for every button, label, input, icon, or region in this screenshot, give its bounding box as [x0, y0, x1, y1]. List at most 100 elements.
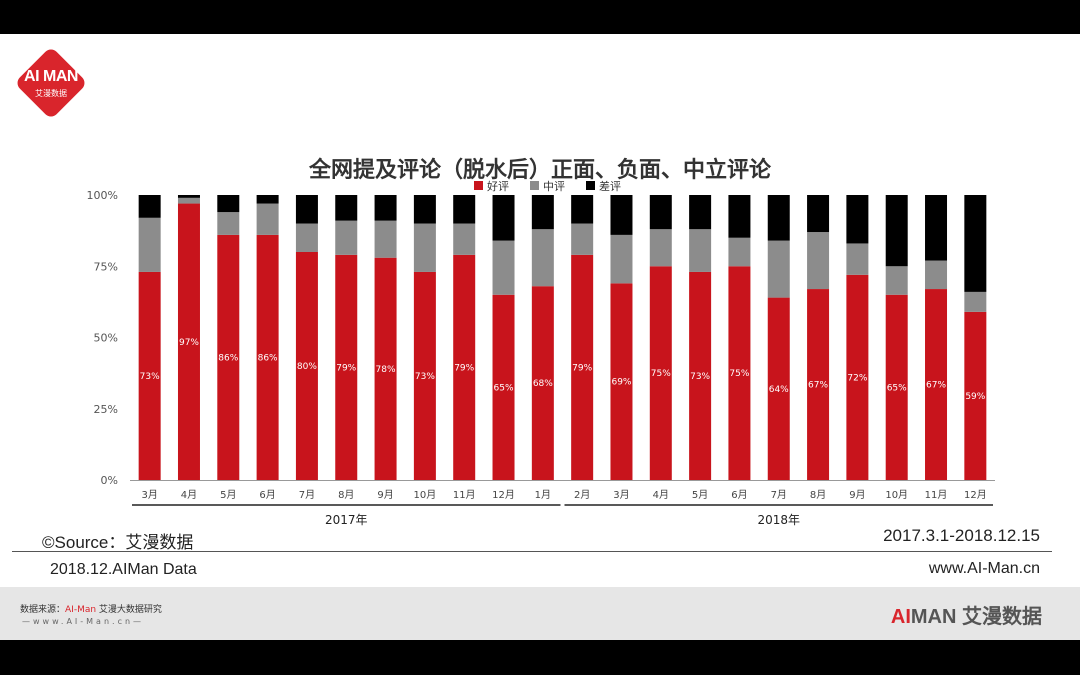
x-tick-label: 9月 — [377, 489, 393, 501]
legend-label-0: 好评 — [487, 179, 509, 193]
x-tick-label: 1月 — [535, 489, 551, 501]
x-tick-label: 5月 — [220, 489, 236, 501]
logo-text: AI MAN — [24, 68, 78, 85]
bar-segment-2 — [335, 195, 358, 221]
bar-segment-1 — [610, 234, 633, 284]
bar-segment-0 — [335, 254, 358, 480]
bar-segment-2 — [177, 195, 200, 198]
bar-segment-2 — [138, 195, 161, 218]
bar-segment-1 — [413, 223, 436, 272]
footer-brand-ai: AI — [890, 606, 911, 628]
bar-segment-1 — [925, 260, 948, 290]
bar-segment-0 — [610, 283, 633, 480]
bar-segment-2 — [531, 195, 554, 230]
data-label: 64% — [769, 385, 789, 395]
data-label: 69% — [611, 378, 631, 388]
bar-segment-0 — [728, 266, 751, 480]
bar-segment-0 — [453, 254, 476, 480]
bar-segment-1 — [138, 217, 161, 272]
footer-source: 数据来源：AI-Man 艾漫大数据研究 — [20, 602, 162, 615]
bar-segment-2 — [413, 195, 436, 224]
bar-segment-0 — [846, 274, 869, 480]
data-credit: 2018.12.AIMan Data — [50, 561, 197, 578]
footer-url: —www.AI-Man.cn— — [22, 617, 145, 626]
bar-segment-0 — [807, 289, 830, 480]
bar-segment-2 — [728, 195, 751, 238]
bar-segment-2 — [925, 195, 948, 261]
y-tick-label: 0% — [101, 474, 118, 487]
bar-segment-1 — [885, 266, 908, 295]
x-tick-label: 8月 — [810, 489, 826, 501]
bar-segment-1 — [374, 220, 397, 258]
bar-segment-0 — [256, 234, 279, 480]
bar-segment-0 — [649, 266, 672, 480]
website-link[interactable]: www.AI-Man.cn — [928, 560, 1040, 577]
data-label: 79% — [336, 363, 356, 373]
footer-brand-man: MAN — [910, 606, 957, 628]
date-range: 2017.3.1-2018.12.15 — [883, 526, 1040, 545]
legend-swatch-2 — [586, 181, 595, 190]
bar-segment-0 — [138, 271, 161, 480]
x-tick-label: 6月 — [731, 489, 747, 501]
bar-segment-0 — [295, 252, 318, 480]
bar-segment-0 — [492, 294, 515, 480]
bar-segment-1 — [649, 229, 672, 267]
bar-segment-2 — [767, 195, 790, 241]
bar-segment-1 — [217, 212, 240, 235]
bar-segment-1 — [689, 229, 712, 272]
data-label: 75% — [729, 369, 749, 379]
bar-segment-1 — [964, 291, 987, 312]
data-label: 86% — [258, 353, 278, 363]
x-tick-label: 9月 — [849, 489, 865, 501]
data-label: 72% — [847, 373, 867, 383]
legend-label-1: 中评 — [543, 180, 565, 193]
bar-segment-2 — [492, 195, 515, 241]
x-tick-label: 5月 — [692, 489, 708, 501]
footer-source-prefix: 数据来源： — [20, 605, 66, 615]
bar-segment-2 — [689, 195, 712, 230]
bar-segment-1 — [453, 223, 476, 255]
source-label: ©Source：艾漫数据 — [42, 533, 194, 552]
bar-segment-0 — [217, 234, 240, 480]
chart-title: 全网提及评论（脱水后）正面、负面、中立评论 — [308, 157, 771, 183]
data-label: 73% — [690, 372, 710, 382]
data-label: 79% — [454, 363, 474, 373]
bar-segment-2 — [256, 195, 279, 204]
bar-segment-0 — [571, 254, 594, 480]
stacked-bar-chart: 好评 中评 差评 0% 25% 50% 75% 100% 73% 3月 97% 4月 86% 5月 86% 6… — [87, 179, 995, 527]
y-tick-label: 75% — [94, 260, 118, 273]
logo-subtext: 艾漫数据 — [35, 89, 67, 98]
bar-segment-1 — [807, 232, 830, 290]
bar-segment-0 — [374, 257, 397, 480]
bar-segment-1 — [335, 220, 358, 255]
y-tick-label: 25% — [94, 403, 118, 416]
bar-segment-1 — [492, 240, 515, 295]
data-label: 65% — [887, 383, 907, 393]
group-label-1: 2018年 — [757, 513, 800, 527]
x-tick-label: 7月 — [771, 489, 787, 501]
x-tick-label: 10月 — [885, 489, 908, 501]
bar-segment-0 — [531, 286, 554, 480]
bar-segment-1 — [177, 197, 200, 204]
x-tick-label: 11月 — [925, 489, 948, 501]
divider-line — [12, 551, 1052, 552]
bar-segment-2 — [453, 195, 476, 224]
footer-brand-logo: AIMAN 艾漫数据 — [891, 600, 1042, 629]
y-tick-label: 100% — [87, 189, 118, 202]
bar-segment-1 — [295, 223, 318, 252]
bar-segment-1 — [846, 243, 869, 275]
data-label: 68% — [533, 379, 553, 389]
legend-swatch-0 — [474, 181, 483, 190]
data-label: 80% — [297, 362, 317, 372]
x-tick-label: 11月 — [453, 489, 476, 501]
bar-segment-2 — [885, 195, 908, 267]
brand-logo: AI MAN 艾漫数据 — [14, 46, 88, 120]
bar-segment-1 — [571, 223, 594, 255]
x-tick-label: 4月 — [181, 489, 197, 501]
bar-segment-1 — [256, 203, 279, 235]
data-label: 79% — [572, 363, 592, 373]
data-label: 75% — [651, 369, 671, 379]
x-tick-label: 12月 — [492, 489, 515, 501]
bar-segment-2 — [295, 195, 318, 224]
data-label: 73% — [140, 372, 160, 382]
